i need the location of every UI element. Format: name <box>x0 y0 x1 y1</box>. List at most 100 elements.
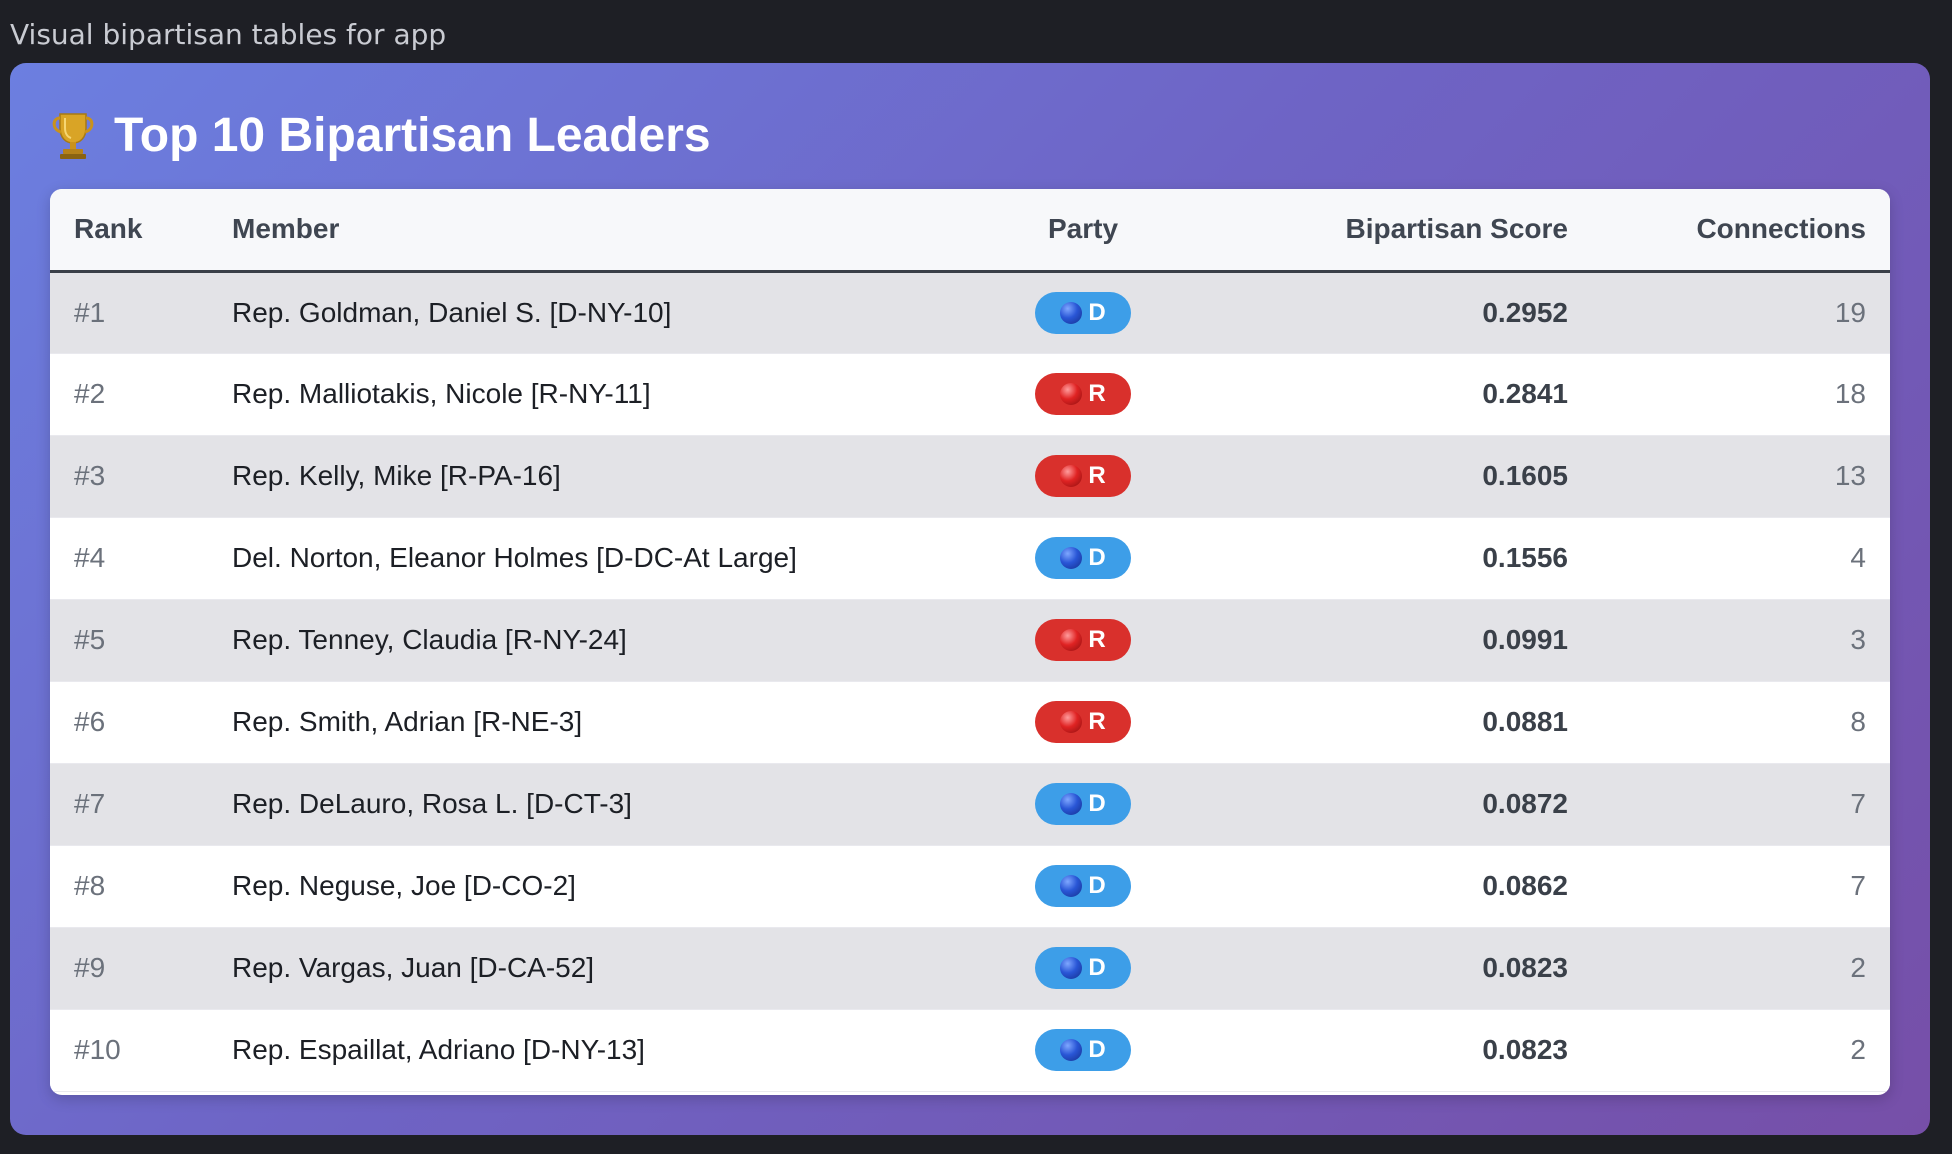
table-row: #6 Rep. Smith, Adrian [R-NE-3] R 0.0881 8 <box>50 681 1890 764</box>
cell-member: Rep. Vargas, Juan [D-CA-52] <box>208 927 972 1010</box>
cell-score: 0.0862 <box>1194 845 1592 928</box>
cell-party: D <box>972 1009 1194 1092</box>
cell-member: Del. Norton, Eleanor Holmes [D-DC-At Lar… <box>208 517 972 600</box>
card-title-text: Top 10 Bipartisan Leaders <box>114 108 711 162</box>
party-label: D <box>1088 872 1106 899</box>
cell-rank: #5 <box>50 599 208 682</box>
cell-party: R <box>972 435 1194 518</box>
party-label: R <box>1088 708 1106 735</box>
cell-connections: 7 <box>1592 763 1890 846</box>
blue-circle-icon <box>1060 875 1083 897</box>
cell-score: 0.0872 <box>1194 763 1592 846</box>
cell-rank: #9 <box>50 927 208 1010</box>
cell-score: 0.1556 <box>1194 517 1592 600</box>
cell-score: 0.0991 <box>1194 599 1592 682</box>
party-badge: R <box>1035 455 1131 497</box>
table-row: #8 Rep. Neguse, Joe [D-CO-2] D 0.0862 7 <box>50 845 1890 928</box>
cell-party: D <box>972 927 1194 1010</box>
cell-member: Rep. Malliotakis, Nicole [R-NY-11] <box>208 353 972 436</box>
cell-member: Rep. Neguse, Joe [D-CO-2] <box>208 845 972 928</box>
cell-score: 0.2841 <box>1194 353 1592 436</box>
party-badge: D <box>1035 947 1131 989</box>
red-circle-icon <box>1060 711 1083 733</box>
cell-score: 0.2952 <box>1194 271 1592 354</box>
party-badge: R <box>1035 701 1131 743</box>
cell-party: R <box>972 353 1194 436</box>
table-row: #5 Rep. Tenney, Claudia [R-NY-24] R 0.0991 3 <box>50 599 1890 682</box>
cell-member: Rep. DeLauro, Rosa L. [D-CT-3] <box>208 763 972 846</box>
cell-connections: 8 <box>1592 681 1890 764</box>
cell-party: D <box>972 845 1194 928</box>
cell-connections: 18 <box>1592 353 1890 436</box>
blue-circle-icon <box>1060 301 1083 324</box>
cell-score: 0.0823 <box>1194 927 1592 1010</box>
table-header-row: Rank Member Party Bipartisan Score Conne… <box>50 189 1890 273</box>
leaders-table: Rank Member Party Bipartisan Score Conne… <box>50 189 1890 1092</box>
cell-rank: #8 <box>50 845 208 928</box>
page-caption: Visual bipartisan tables for app <box>10 18 447 51</box>
cell-member: Rep. Smith, Adrian [R-NE-3] <box>208 681 972 764</box>
cell-rank: #10 <box>50 1009 208 1092</box>
cell-rank: #7 <box>50 763 208 846</box>
header-member: Member <box>208 189 972 273</box>
cell-rank: #6 <box>50 681 208 764</box>
party-label: D <box>1088 1036 1106 1063</box>
cell-party: R <box>972 681 1194 764</box>
party-label: D <box>1088 298 1106 326</box>
cell-score: 0.0881 <box>1194 681 1592 764</box>
cell-score: 0.0823 <box>1194 1009 1592 1092</box>
table-row: #4 Del. Norton, Eleanor Holmes [D-DC-At L… <box>50 517 1890 600</box>
header-rank: Rank <box>50 189 208 273</box>
party-label: D <box>1088 790 1106 817</box>
cell-member: Rep. Espaillat, Adriano [D-NY-13] <box>208 1009 972 1092</box>
cell-connections: 2 <box>1592 927 1890 1010</box>
party-badge: R <box>1035 373 1131 415</box>
cell-connections: 13 <box>1592 435 1890 518</box>
table-row: #2 Rep. Malliotakis, Nicole [R-NY-11] R 0.2… <box>50 353 1890 436</box>
cell-member: Rep. Goldman, Daniel S. [D-NY-10] <box>208 271 972 354</box>
table-row: #7 Rep. DeLauro, Rosa L. [D-CT-3] D 0.0872 7 <box>50 763 1890 846</box>
cell-party: D <box>972 517 1194 600</box>
header-bipartisan-score: Bipartisan Score <box>1194 189 1592 273</box>
blue-circle-icon <box>1060 547 1083 569</box>
party-badge: R <box>1035 619 1131 661</box>
table-body: #1 Rep. Goldman, Daniel S. [D-NY-10] D 0.29… <box>50 271 1890 1092</box>
cell-party: D <box>972 763 1194 846</box>
party-label: R <box>1088 462 1106 489</box>
cell-party: D <box>972 271 1194 354</box>
party-badge: D <box>1035 291 1131 334</box>
party-badge: D <box>1035 865 1131 907</box>
header-party: Party <box>972 189 1194 273</box>
leaders-card: Top 10 Bipartisan Leaders Rank Member Pa… <box>10 63 1930 1135</box>
table-row: #1 Rep. Goldman, Daniel S. [D-NY-10] D 0.29… <box>50 271 1890 354</box>
cell-rank: #3 <box>50 435 208 518</box>
cell-rank: #2 <box>50 353 208 436</box>
cell-connections: 2 <box>1592 1009 1890 1092</box>
table-row: #10 Rep. Espaillat, Adriano [D-NY-13] D 0.0… <box>50 1009 1890 1092</box>
party-badge: D <box>1035 1029 1131 1071</box>
party-label: R <box>1088 626 1106 653</box>
party-label: D <box>1088 954 1106 981</box>
cell-member: Rep. Tenney, Claudia [R-NY-24] <box>208 599 972 682</box>
cell-rank: #4 <box>50 517 208 600</box>
blue-circle-icon <box>1060 793 1083 815</box>
blue-circle-icon <box>1060 957 1083 979</box>
party-label: R <box>1088 380 1106 407</box>
leaders-table-container: Rank Member Party Bipartisan Score Conne… <box>50 189 1890 1095</box>
red-circle-icon <box>1060 465 1083 487</box>
table-row: #3 Rep. Kelly, Mike [R-PA-16] R 0.1605 13 <box>50 435 1890 518</box>
blue-circle-icon <box>1060 1039 1083 1061</box>
cell-score: 0.1605 <box>1194 435 1592 518</box>
red-circle-icon <box>1060 383 1083 405</box>
party-badge: D <box>1035 783 1131 825</box>
cell-connections: 19 <box>1592 271 1890 354</box>
cell-member: Rep. Kelly, Mike [R-PA-16] <box>208 435 972 518</box>
party-badge: D <box>1035 537 1131 579</box>
cell-party: R <box>972 599 1194 682</box>
cell-connections: 4 <box>1592 517 1890 600</box>
header-connections: Connections <box>1592 189 1890 273</box>
cell-connections: 7 <box>1592 845 1890 928</box>
red-circle-icon <box>1060 629 1083 651</box>
trophy-icon <box>50 110 96 160</box>
card-title: Top 10 Bipartisan Leaders <box>50 103 711 167</box>
